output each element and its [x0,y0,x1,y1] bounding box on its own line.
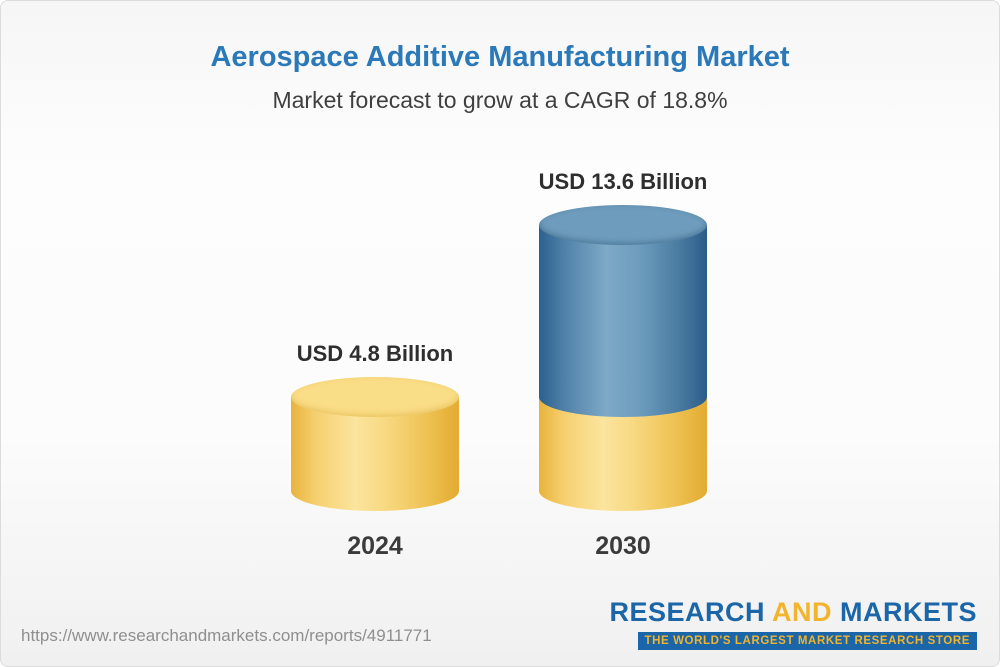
category-label-2030: 2030 [595,532,651,560]
chart-title: Aerospace Additive Manufacturing Market [210,41,790,73]
value-label-2024: USD 4.8 Billion [296,341,454,366]
chart-subtitle: Market forecast to grow at a CAGR of 18.… [272,87,728,113]
value-label-2030: USD 13.6 Billion [538,169,708,194]
bar-2030-top-ellipse [539,205,707,245]
logo-wordmark: RESEARCH AND MARKETS [609,597,977,628]
report-url-link[interactable]: https://www.researchandmarkets.com/repor… [21,626,432,645]
category-label-2024: 2024 [347,532,403,560]
bar-2024-cylinder [291,377,459,511]
bar-2024-top-ellipse [291,377,459,417]
logo-word-and: AND [771,597,832,627]
logo-tagline: THE WORLD'S LARGEST MARKET RESEARCH STOR… [637,632,977,650]
bar-2030-growth-segment [539,205,707,417]
research-and-markets-logo: RESEARCH AND MARKETS THE WORLD'S LARGEST… [609,597,977,650]
logo-word-research: RESEARCH [609,597,765,627]
logo-word-markets: MARKETS [840,597,977,627]
